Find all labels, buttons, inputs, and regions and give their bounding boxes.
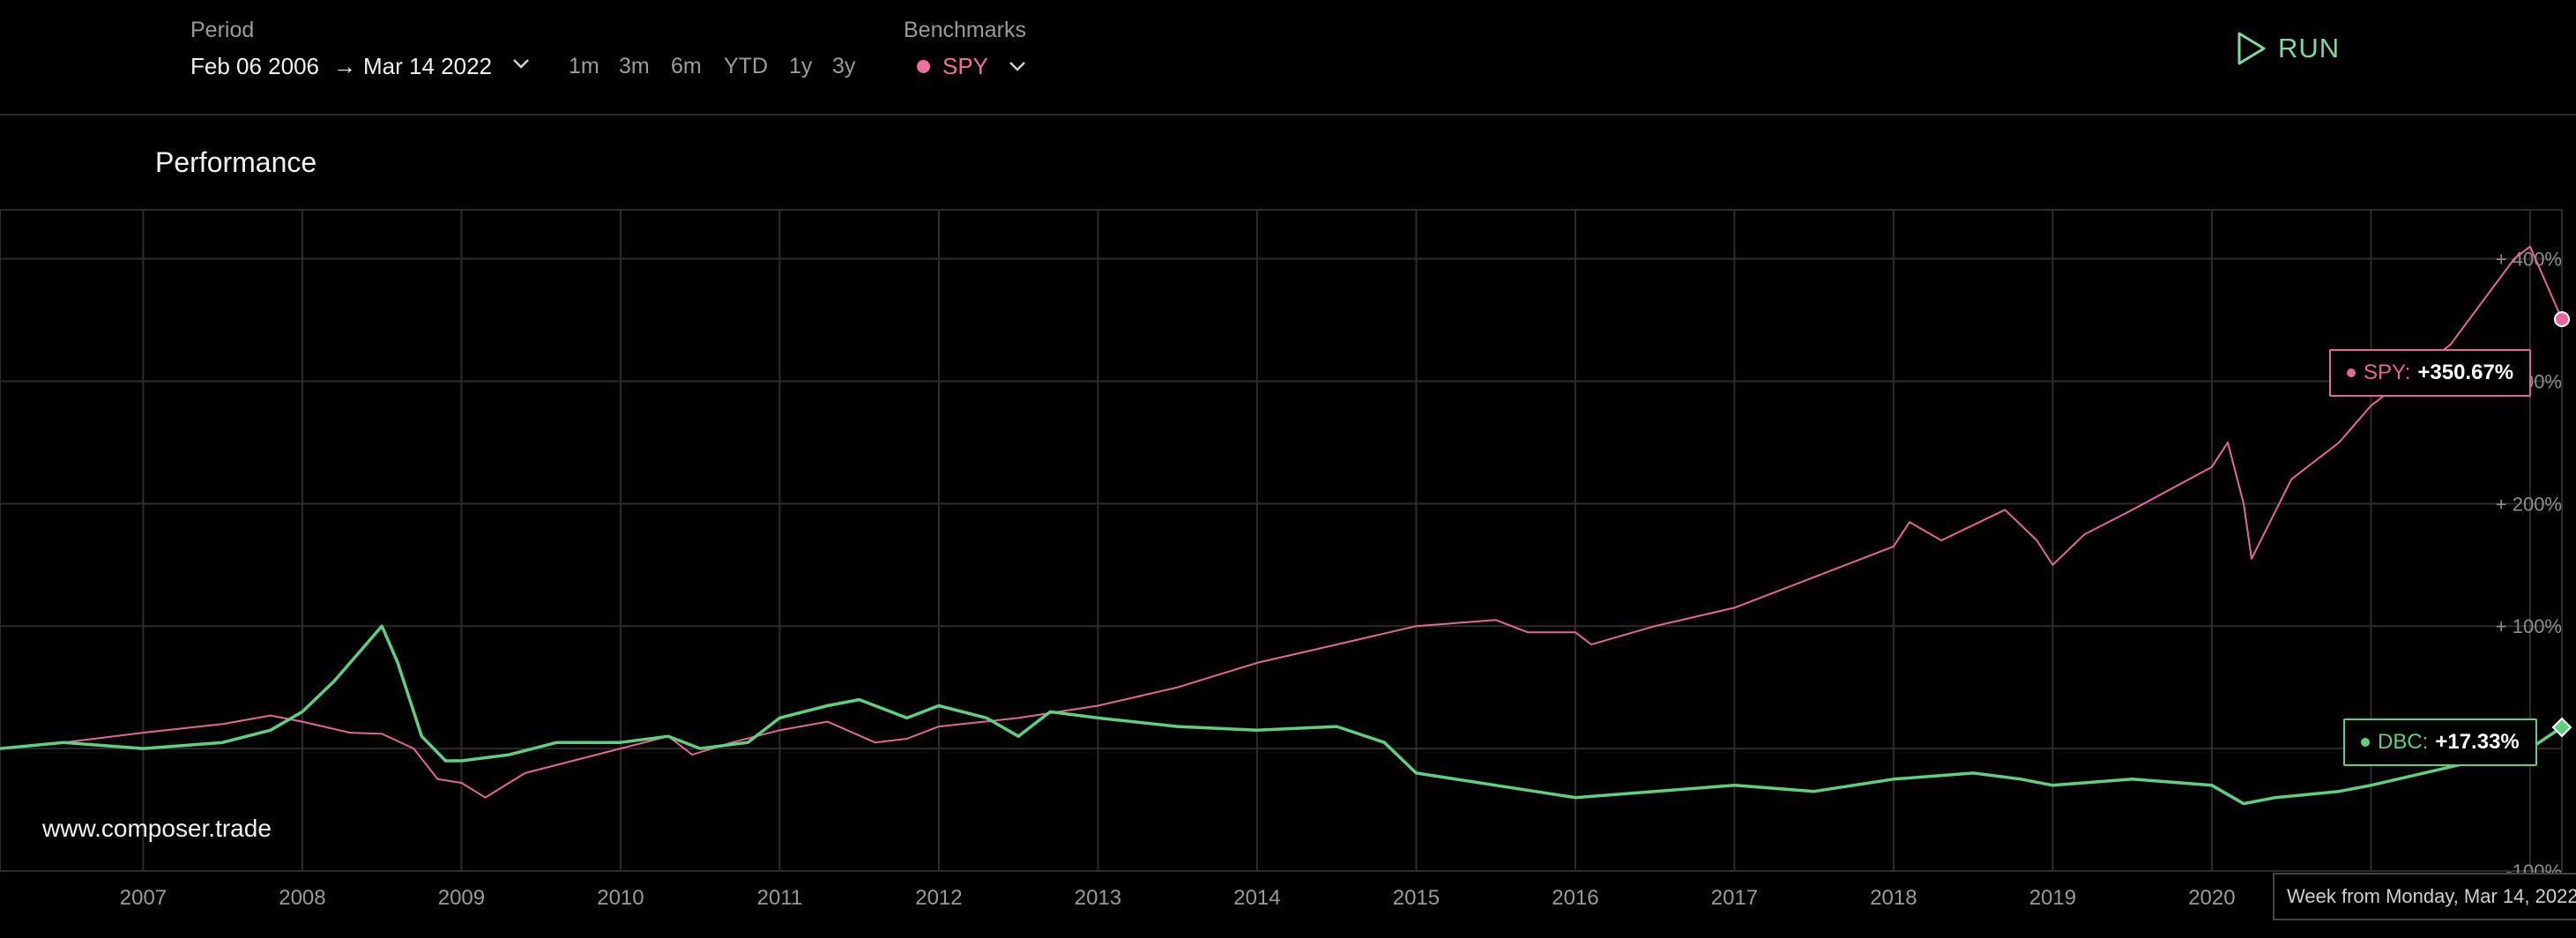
spy-tooltip-dot [2347, 368, 2356, 377]
x-tick-label: 2009 [438, 886, 485, 910]
x-tick-label: 2019 [2029, 886, 2076, 910]
period-label: Period [190, 18, 255, 42]
performance-chart[interactable]: -100%+ 100%+ 200%+ 300%+ 400%20072008200… [0, 208, 2576, 938]
run-button-label: RUN [2278, 33, 2341, 63]
plot-frame [0, 209, 2563, 872]
x-tick-label: 2017 [1711, 886, 1758, 910]
range-3m-button[interactable]: 3m [619, 54, 650, 78]
hover-week-label: Week from Monday, Mar 14, 2022 [2273, 873, 2576, 920]
play-icon [2237, 32, 2266, 65]
spy-tooltip-label: SPY: [2364, 361, 2411, 384]
x-tick-label: 2007 [120, 886, 167, 910]
range-1y-button[interactable]: 1y [789, 54, 813, 78]
performance-title: Performance [155, 146, 317, 178]
x-tick-label: 2013 [1075, 886, 1121, 910]
dbc-end-marker [2551, 717, 2572, 738]
toolbar: Period Feb 06 2006 → Mar 14 2022 1m 3m 6… [0, 0, 2576, 115]
x-tick-label: 2014 [1233, 886, 1280, 910]
x-tick-label: 2011 [757, 886, 803, 910]
spy-end-marker [2554, 311, 2570, 328]
run-button[interactable]: RUN [2236, 26, 2340, 71]
range-6m-button[interactable]: 6m [671, 54, 702, 78]
period-chevron-down-icon[interactable] [511, 56, 531, 71]
range-1m-button[interactable]: 1m [569, 54, 599, 78]
x-tick-label: 2016 [1552, 886, 1598, 910]
benchmark-color-dot [917, 59, 930, 73]
x-tick-label: 2012 [915, 886, 962, 910]
series-line-dbc [0, 624, 2563, 806]
dbc-value-tooltip: DBC: +17.33% [2343, 718, 2537, 766]
period-start-date[interactable]: Feb 06 2006 [190, 53, 320, 79]
range-3y-button[interactable]: 3y [832, 54, 856, 78]
watermark: www.composer.trade [42, 815, 272, 842]
benchmark-chevron-down-icon [1009, 62, 1025, 71]
x-tick-label: 2015 [1393, 886, 1440, 910]
y-tick-label: + 400% [2496, 249, 2562, 271]
dbc-tooltip-dot [2361, 738, 2370, 747]
benchmarks-label: Benchmarks [904, 18, 1026, 42]
x-tick-label: 2008 [279, 886, 325, 910]
x-tick-label: 2018 [1870, 886, 1917, 910]
dbc-tooltip-label: DBC: [2378, 730, 2429, 754]
period-arrow-icon: → [333, 53, 356, 79]
benchmark-selector[interactable]: SPY [917, 51, 1027, 81]
series-line-spy [0, 245, 2563, 799]
y-tick-label: + 100% [2496, 615, 2562, 637]
benchmark-selected-value: SPY [942, 52, 989, 79]
x-tick-label: 2020 [2188, 886, 2235, 910]
dbc-tooltip-value: +17.33% [2435, 730, 2520, 754]
spy-tooltip-value: +350.67% [2417, 361, 2514, 384]
range-ytd-button[interactable]: YTD [724, 54, 768, 78]
y-tick-label: + 200% [2496, 493, 2562, 515]
spy-value-tooltip: SPY: +350.67% [2329, 349, 2532, 397]
x-tick-label: 2010 [597, 886, 644, 910]
period-end-date[interactable]: Mar 14 2022 [363, 53, 492, 79]
